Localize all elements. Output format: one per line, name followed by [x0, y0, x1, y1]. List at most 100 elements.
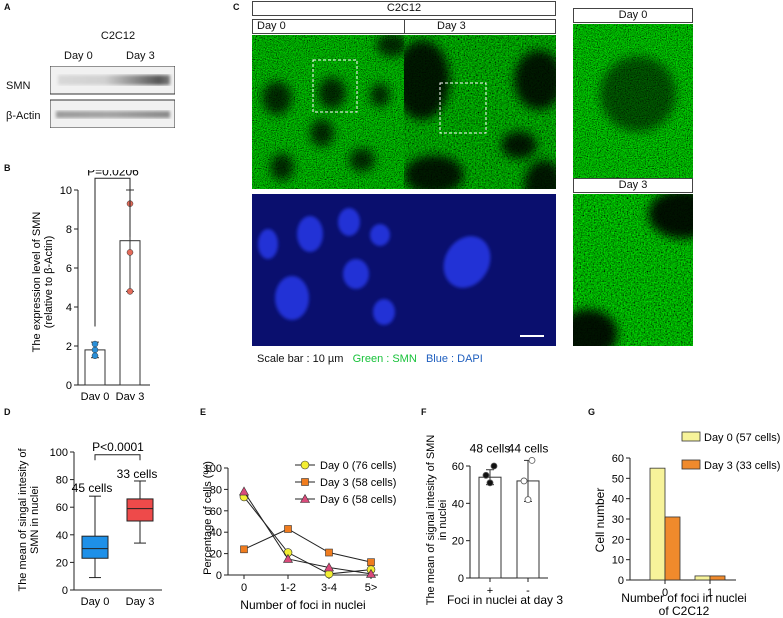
b-y-tick-label: 10 [60, 185, 72, 197]
b-x-tick-label: Day 0 [81, 391, 110, 400]
e-line-1 [243, 528, 372, 563]
e-point-day6 [282, 553, 294, 563]
f-x-tick-label: + [487, 585, 493, 597]
b-point [91, 340, 99, 348]
dapi-image [252, 194, 556, 346]
b-y-tick-label: 2 [66, 341, 72, 353]
g-y-tick-label: 0 [618, 575, 624, 587]
d-y-label-0: The mean of singal intesity of [17, 448, 29, 592]
b-p-value: P=0.0206 [87, 170, 139, 178]
d-box [126, 498, 154, 522]
smn-image-day0 [252, 35, 404, 189]
f-point [486, 479, 494, 487]
b-point [91, 346, 99, 354]
e-point-day6 [365, 568, 377, 578]
e-point-day3 [325, 548, 333, 557]
panel-label-g: G [588, 407, 596, 417]
e-y-tick-label: 0 [216, 570, 222, 582]
e-x-label: Number of foci in nuclei [240, 598, 365, 612]
green-caption: Green : SMN [352, 353, 417, 365]
b-y-tick-label: 4 [66, 302, 72, 314]
f-bar [478, 476, 502, 579]
smn-zoom-day0 [573, 24, 693, 178]
g-bar [694, 575, 711, 581]
b-point [91, 352, 99, 359]
g-legend-label: Day 3 (33 cells) [704, 460, 780, 472]
g-legend-swatch [681, 431, 701, 442]
e-legend-label: Day 3 (58 cells) [320, 477, 396, 489]
f-count: 44 cells [508, 442, 549, 456]
e-legend-marker [300, 460, 310, 470]
e-x-tick-label: 3-4 [321, 582, 337, 594]
d-x-tick-label: Day 3 [126, 596, 155, 608]
c-header-day0: Day 0 [252, 19, 405, 34]
c-header-cellline: C2C12 [252, 1, 556, 16]
e-x-tick-label: 1-2 [280, 582, 296, 594]
scale-caption: Scale bar : 10 µm [257, 353, 344, 365]
g-y-tick-label: 20 [612, 534, 624, 546]
g-y-tick-label: 50 [612, 473, 624, 485]
smn-zoom-day3 [573, 194, 693, 346]
b-y-tick-label: 8 [66, 224, 72, 236]
chart-b: 0 2 4 6 8 10 Day 0 Day 3 P=0.0206 The expression … [31, 170, 150, 400]
f-point [490, 462, 498, 470]
f-count: 48 cells [470, 442, 511, 456]
e-line-2 [243, 491, 372, 575]
blot-row-smn: SMN [6, 80, 31, 92]
zoom-label-day0: Day 0 [573, 8, 693, 23]
f-point [524, 496, 532, 503]
g-x-label-1: of C2C12 [659, 604, 710, 618]
blot-row-actin: β-Actin [6, 110, 41, 122]
scale-bar [520, 335, 544, 337]
blot-lane-day3: Day 3 [126, 50, 155, 62]
d-y-tick-label: 100 [50, 447, 68, 459]
g-x-tick-label: 0 [662, 587, 668, 599]
panel-label-e: E [200, 407, 207, 417]
panel-label-b: B [4, 163, 11, 173]
g-legend-swatch [681, 459, 701, 470]
f-y-tick-label: 20 [452, 536, 464, 548]
chart-f: 0 20 40 60 +48 cells - 44 cells Foci in nuclei … [425, 435, 563, 607]
actin-band [56, 111, 170, 118]
d-count-day0: 45 cells [72, 481, 113, 495]
blot-cell-line: C2C12 [100, 30, 136, 42]
g-bar [709, 575, 726, 581]
western-blot-image [50, 66, 175, 128]
b-point [126, 249, 134, 256]
blue-caption: Blue : DAPI [425, 353, 483, 365]
g-y-tick-label: 40 [612, 494, 624, 506]
panel-label-f: F [421, 407, 427, 417]
f-point [482, 471, 490, 479]
e-y-tick-label: 100 [204, 463, 222, 475]
chart-e: 0 20 40 60 80 100 0 1-2 3-4 5> Day 0 (76 cells) Day… [202, 460, 396, 612]
g-legend-label: Day 0 (57 cells) [704, 432, 780, 444]
e-point-day3 [367, 558, 375, 566]
d-y-tick-label: 80 [56, 475, 68, 487]
b-x-tick-label: Day 3 [116, 391, 145, 400]
b-significance-bracket [94, 177, 131, 327]
e-point-day6 [323, 562, 335, 572]
e-legend-label: Day 0 (76 cells) [320, 460, 396, 472]
zoom-box-day0 [312, 59, 358, 113]
g-y-tick-label: 10 [612, 555, 624, 567]
panel-label-d: D [4, 407, 11, 417]
e-x-tick-label: 0 [241, 582, 247, 594]
f-point [520, 477, 528, 485]
f-y-tick-label: 40 [452, 498, 464, 510]
f-y-label-0: The mean of signal intesity of SMN [425, 435, 437, 606]
e-legend-label: Day 6 (58 cells) [320, 494, 396, 506]
g-bar [649, 467, 666, 581]
panel-label-a: A [4, 2, 11, 12]
b-y-label-0: The expression level of SMN [31, 212, 43, 353]
blot-lane-day0: Day 0 [64, 50, 93, 62]
d-p-value: P<0.0001 [92, 440, 144, 454]
g-y-tick-label: 60 [612, 453, 624, 465]
zoom-box-day3 [439, 82, 487, 134]
g-y-label: Cell number [593, 488, 607, 553]
d-y-tick-label: 40 [56, 530, 68, 542]
b-y-tick-label: 0 [66, 380, 72, 392]
d-y-tick-label: 60 [56, 502, 68, 514]
c-header-day3: Day 3 [404, 19, 556, 34]
g-y-tick-label: 30 [612, 514, 624, 526]
f-point [528, 457, 536, 464]
